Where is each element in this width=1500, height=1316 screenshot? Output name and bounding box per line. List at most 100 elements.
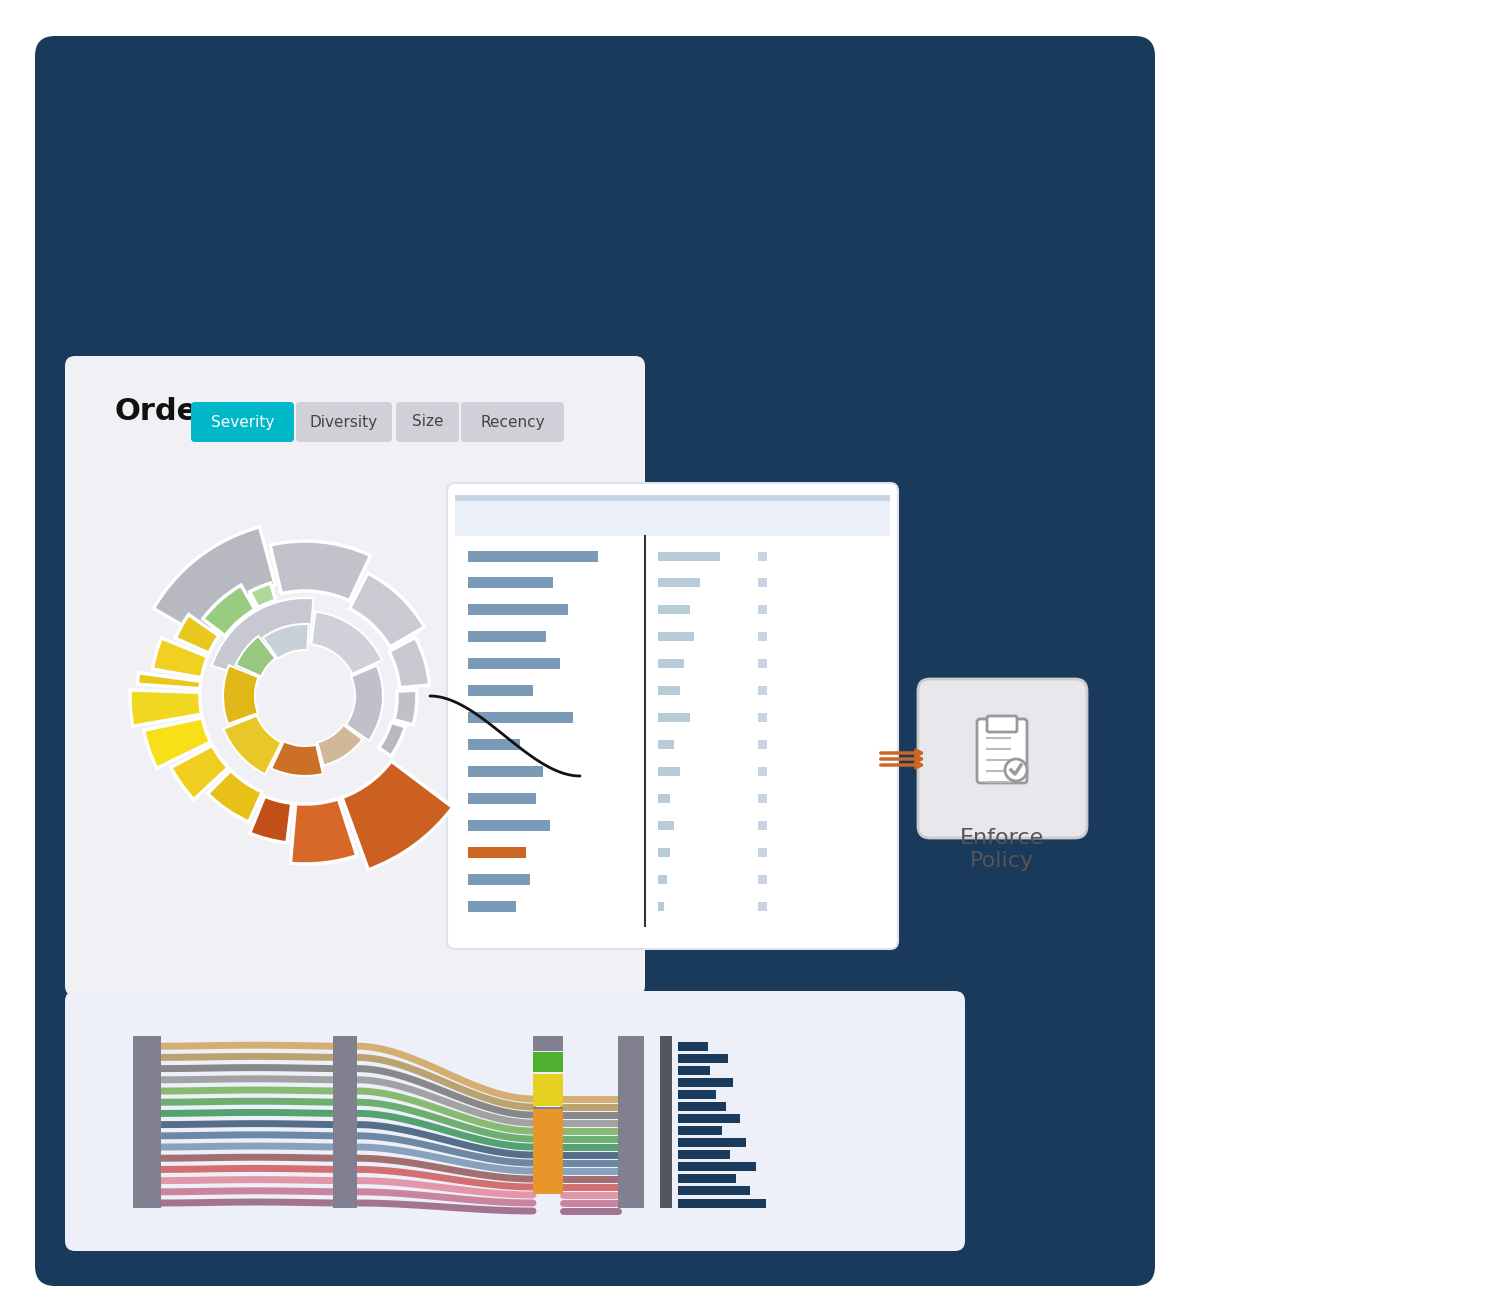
Bar	[678, 1138, 746, 1148]
Wedge shape	[236, 636, 276, 676]
FancyBboxPatch shape	[976, 719, 1028, 783]
FancyBboxPatch shape	[64, 357, 645, 996]
Wedge shape	[249, 583, 276, 608]
Bar	[758, 821, 766, 829]
Bar	[758, 740, 766, 749]
Bar	[658, 686, 680, 695]
Bar	[658, 821, 674, 829]
Bar	[658, 713, 690, 722]
Wedge shape	[272, 741, 322, 776]
Bar	[658, 767, 680, 776]
Wedge shape	[153, 526, 274, 638]
FancyBboxPatch shape	[296, 401, 392, 442]
Bar	[678, 1199, 766, 1208]
Bar	[658, 632, 694, 641]
Bar	[468, 632, 546, 642]
Wedge shape	[202, 586, 255, 636]
FancyBboxPatch shape	[447, 483, 898, 949]
Bar	[532, 1074, 562, 1105]
Bar	[532, 1051, 562, 1073]
Bar	[468, 712, 573, 722]
Bar	[658, 605, 690, 615]
Wedge shape	[171, 745, 228, 800]
Bar	[658, 551, 720, 561]
Wedge shape	[346, 666, 382, 741]
Wedge shape	[262, 624, 309, 659]
Text: Severity: Severity	[211, 415, 274, 429]
FancyBboxPatch shape	[64, 991, 964, 1252]
Wedge shape	[378, 722, 405, 757]
Bar	[678, 1041, 708, 1050]
Wedge shape	[224, 716, 282, 774]
Bar	[678, 1054, 728, 1062]
Bar	[678, 1101, 726, 1111]
Wedge shape	[211, 597, 314, 679]
Bar	[678, 1090, 716, 1099]
Bar	[468, 550, 598, 562]
Bar	[134, 1036, 160, 1208]
Bar	[758, 659, 766, 669]
Bar	[658, 794, 670, 803]
Bar	[758, 605, 766, 615]
Bar	[678, 1066, 710, 1075]
Wedge shape	[342, 761, 453, 870]
Bar	[468, 766, 543, 776]
FancyBboxPatch shape	[918, 679, 1088, 838]
Bar	[468, 604, 568, 616]
Bar	[468, 658, 560, 670]
FancyBboxPatch shape	[190, 401, 294, 442]
Bar	[658, 875, 668, 883]
Bar	[678, 1078, 734, 1087]
Bar	[454, 495, 890, 501]
Wedge shape	[388, 637, 429, 688]
Bar	[658, 901, 664, 911]
Bar	[468, 874, 530, 884]
Wedge shape	[138, 672, 201, 688]
FancyBboxPatch shape	[396, 401, 459, 442]
Bar	[532, 1109, 562, 1194]
Bar	[660, 1036, 672, 1208]
Bar	[468, 686, 532, 696]
Wedge shape	[249, 796, 292, 842]
Wedge shape	[176, 615, 219, 653]
Wedge shape	[153, 638, 207, 678]
Text: Order: Order	[116, 396, 213, 425]
Text: Recency: Recency	[480, 415, 544, 429]
Bar	[468, 578, 554, 588]
Bar	[758, 794, 766, 803]
Wedge shape	[350, 572, 424, 647]
Wedge shape	[224, 666, 258, 724]
Wedge shape	[318, 725, 363, 766]
Bar	[758, 713, 766, 722]
Bar	[658, 659, 684, 669]
Bar	[758, 551, 766, 561]
Bar	[468, 740, 520, 750]
Bar	[618, 1036, 644, 1208]
Bar	[678, 1187, 750, 1195]
Bar	[758, 686, 766, 695]
Bar	[758, 901, 766, 911]
FancyBboxPatch shape	[34, 36, 1155, 1286]
Wedge shape	[270, 541, 370, 601]
Wedge shape	[130, 690, 201, 726]
Bar	[758, 875, 766, 883]
Bar	[658, 740, 674, 749]
Wedge shape	[291, 799, 357, 865]
Bar	[468, 846, 526, 858]
Bar	[758, 767, 766, 776]
Bar	[468, 792, 536, 804]
Bar	[658, 848, 670, 857]
Bar	[333, 1036, 357, 1208]
Circle shape	[1005, 759, 1028, 780]
Text: Size: Size	[411, 415, 444, 429]
FancyBboxPatch shape	[987, 716, 1017, 732]
Bar	[758, 632, 766, 641]
Bar	[678, 1150, 730, 1159]
Bar	[468, 820, 550, 830]
Bar	[678, 1113, 740, 1123]
Wedge shape	[144, 717, 210, 769]
Bar	[532, 1036, 562, 1051]
Wedge shape	[312, 612, 382, 674]
Bar	[758, 848, 766, 857]
Bar	[678, 1162, 756, 1171]
